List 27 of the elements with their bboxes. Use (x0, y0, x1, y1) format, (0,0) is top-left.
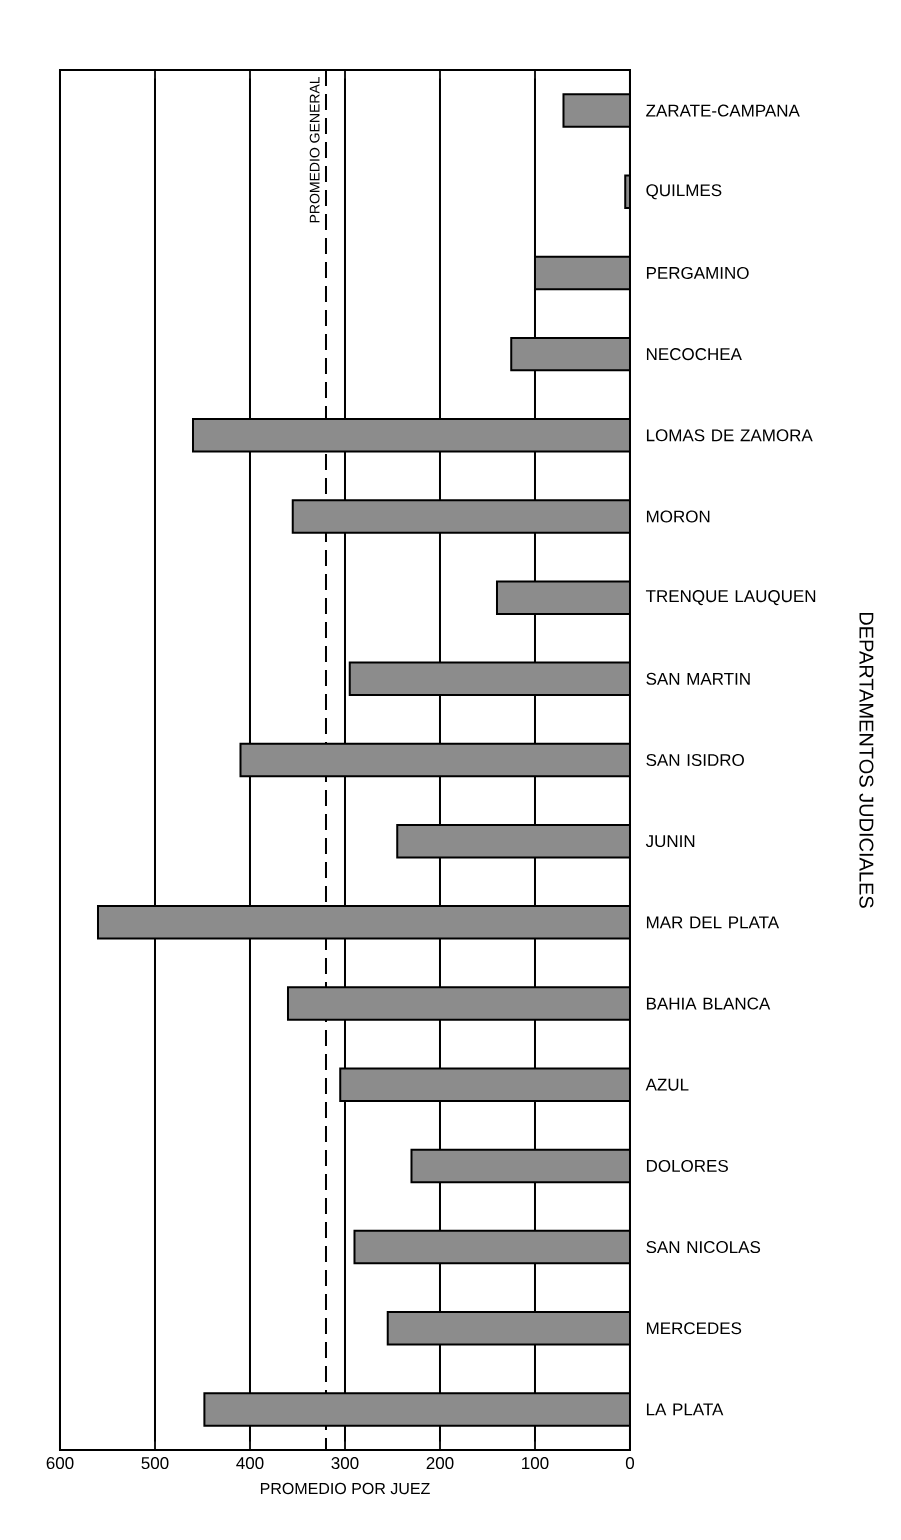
ref-line-label: PROMEDIO GENERAL (309, 76, 320, 223)
x-tick-label: 0 (625, 1457, 635, 1470)
y-tick-label: BAHIA BLANCA (646, 997, 771, 1010)
y-tick-label: PERGAMINO (646, 266, 749, 279)
y-tick-label: MAR DEL PLATA (646, 916, 780, 929)
y-tick-label: MORON (646, 510, 710, 523)
y-tick-label: QUILMES (646, 184, 722, 200)
x-tick-label: 500 (141, 1457, 169, 1470)
y-tick-label: NECOCHEA (646, 348, 742, 361)
y-tick-label: DOLORES (646, 1159, 728, 1172)
y-tick-label: TRENQUE LAUQUEN (645, 590, 816, 606)
y-tick-label: SAN ISIDRO (646, 754, 744, 767)
y-tick-label: LA PLATA (646, 1403, 724, 1416)
y-tick-label: LOMAS DE ZAMORA (646, 429, 813, 442)
y-tick-label: JUNIN (645, 835, 695, 848)
x-tick-label: 600 (46, 1457, 74, 1470)
y-tick-label: MERCEDES (646, 1322, 742, 1335)
y-tick-label: SAN MARTIN (646, 672, 750, 685)
y-tick-label: AZUL (645, 1078, 689, 1091)
x-tick-label: 400 (236, 1457, 264, 1470)
x-tick-label: 300 (331, 1457, 359, 1470)
y-tick-label: ZARATE-CAMPANA (646, 104, 800, 117)
y-tick-label: SAN NICOLAS (646, 1241, 761, 1254)
y-axis-title: DEPARTAMENTOS JUDICIALES (859, 612, 874, 908)
x-tick-label: 200 (426, 1457, 454, 1470)
x-axis-title: PROMEDIO POR JUEZ (260, 1482, 430, 1495)
x-tick-label: 100 (522, 1457, 549, 1470)
